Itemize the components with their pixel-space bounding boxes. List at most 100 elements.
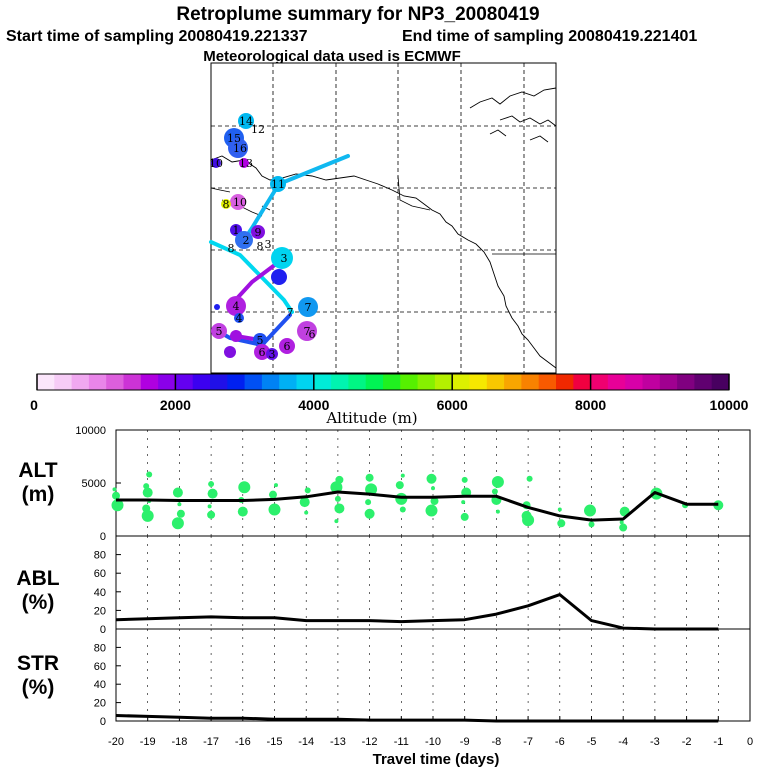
- x-tick-label: 0: [747, 736, 753, 748]
- time-series-panels: ALT (m) ABL (%) STR (%) 10000 5000 0 80 60 4…: [16, 425, 753, 768]
- altitude-point: [425, 504, 438, 517]
- x-tick-label: -14: [298, 736, 314, 748]
- abl-y-ticks: 80 60 40 20 0: [94, 550, 121, 636]
- altitude-point: [268, 503, 281, 516]
- colorbar-cell: [659, 374, 678, 390]
- altitude-point: [141, 509, 154, 522]
- svg-text:6: 6: [284, 340, 291, 353]
- alt-series-line: [116, 490, 719, 522]
- altitude-point: [237, 506, 248, 517]
- y-tick-label: 80: [94, 642, 106, 654]
- x-axis-ticks: -20 -19 -18 -17 -16 -15 -14 -13 -12 -11 -10 -9 -8 -7-…: [108, 716, 753, 748]
- x-tick-label: -18: [171, 736, 187, 748]
- x-tick-label: -11: [394, 736, 409, 748]
- colorbar-cell: [192, 374, 211, 390]
- altitude-point: [238, 481, 251, 494]
- altitude-point: [274, 483, 278, 488]
- altitude-point: [365, 483, 378, 496]
- altitude-point: [146, 471, 153, 478]
- altitude-point: [557, 507, 562, 512]
- colorbar-cell: [400, 374, 419, 390]
- altitude-point: [207, 488, 218, 499]
- colorbar-cell: [244, 374, 263, 390]
- x-tick-label: -3: [650, 736, 660, 748]
- colorbar-cell: [469, 374, 488, 390]
- start-time-label: Start time of sampling 20080419.221337: [6, 28, 308, 45]
- svg-text:13: 13: [239, 157, 253, 170]
- svg-text:16: 16: [233, 142, 247, 155]
- y-tick-label: 20: [94, 698, 106, 710]
- svg-text:2: 2: [243, 234, 250, 247]
- str-y-ticks: 80 60 40 20 0: [94, 642, 121, 728]
- colorbar-cell: [296, 374, 315, 390]
- altitude-point: [619, 523, 628, 532]
- altitude-point: [207, 510, 216, 519]
- altitude-point: [177, 502, 182, 507]
- str-line: [115, 714, 719, 723]
- trajectory-markers: [211, 113, 318, 360]
- colorbar-cell: [227, 374, 246, 390]
- altitude-point: [172, 487, 183, 498]
- colorbar-tick-label: 8000: [575, 397, 606, 413]
- y-tick-label: 0: [100, 531, 106, 543]
- colorbar-cell: [677, 374, 695, 390]
- altitude-point: [460, 512, 469, 521]
- svg-text:6: 6: [259, 346, 266, 359]
- altitude-point: [299, 497, 310, 508]
- x-tick-label: -20: [108, 736, 124, 748]
- x-tick-label: -9: [460, 736, 470, 748]
- altitude-point: [399, 506, 406, 513]
- colorbar-cell: [106, 374, 124, 390]
- x-tick-label: -17: [203, 736, 219, 748]
- colorbar-cell: [486, 374, 505, 390]
- colorbar-tick-label: 2000: [160, 397, 191, 413]
- svg-text:12: 12: [251, 123, 265, 136]
- colorbar-cell: [590, 374, 609, 390]
- str-panel-frame: [115, 628, 751, 722]
- colorbar-cell: [71, 374, 90, 390]
- y-tick-label: 40: [94, 679, 106, 691]
- colorbar-tick-label: 4000: [298, 397, 329, 413]
- altitude-point: [334, 519, 339, 524]
- altitude-point: [431, 486, 435, 491]
- svg-text:11: 11: [271, 178, 285, 191]
- trajectory-labels: 14 12 15 16 10 13 11 10 8 1 9 2 3 8 8 3 …: [209, 115, 316, 361]
- figure-title: Retroplume summary for NP3_20080419: [176, 4, 539, 25]
- svg-text:7: 7: [305, 301, 312, 314]
- altitude-point: [112, 491, 120, 500]
- altitude-point: [334, 503, 345, 514]
- colorbar-cell: [348, 374, 367, 390]
- map-arctic-coast: [469, 87, 557, 109]
- abl-panel-frame: [115, 535, 751, 630]
- colorbar-cell: [383, 374, 401, 390]
- altitude-point: [430, 497, 439, 506]
- map-frame: [210, 62, 557, 374]
- altitude-point: [111, 499, 124, 512]
- colorbar-cell: [210, 374, 228, 390]
- colorbar-tick-label: 6000: [437, 397, 468, 413]
- alt-label: ALT: [18, 459, 57, 482]
- colorbar-cell: [607, 374, 626, 390]
- altitude-point: [426, 473, 437, 484]
- alt-gridlines: [147, 430, 719, 536]
- colorbar-cell: [88, 374, 107, 390]
- altitude-point: [584, 504, 596, 517]
- x-tick-label: -7: [523, 736, 533, 748]
- altitude-point: [365, 499, 372, 506]
- colorbar-cell: [711, 374, 730, 390]
- altitude-point: [176, 509, 185, 518]
- altitude-point: [142, 487, 153, 498]
- altitude-point: [304, 510, 309, 515]
- svg-text:10: 10: [233, 196, 247, 209]
- y-tick-label: 0: [100, 624, 106, 636]
- colorbar-cell: [573, 374, 592, 390]
- colorbar-cell: [261, 374, 280, 390]
- end-time-label: End time of sampling 20080419.221401: [402, 28, 697, 45]
- str-unit: (%): [22, 676, 55, 699]
- met-data-label: Meteorological data used is ECMWF: [203, 48, 461, 65]
- altitude-point: [526, 475, 533, 482]
- trajectory-map: 14 12 15 16 10 13 11 10 8 1 9 2 3 8 8 3 …: [209, 62, 557, 374]
- colorbar-cell: [538, 374, 557, 390]
- altitude-point: [208, 481, 215, 488]
